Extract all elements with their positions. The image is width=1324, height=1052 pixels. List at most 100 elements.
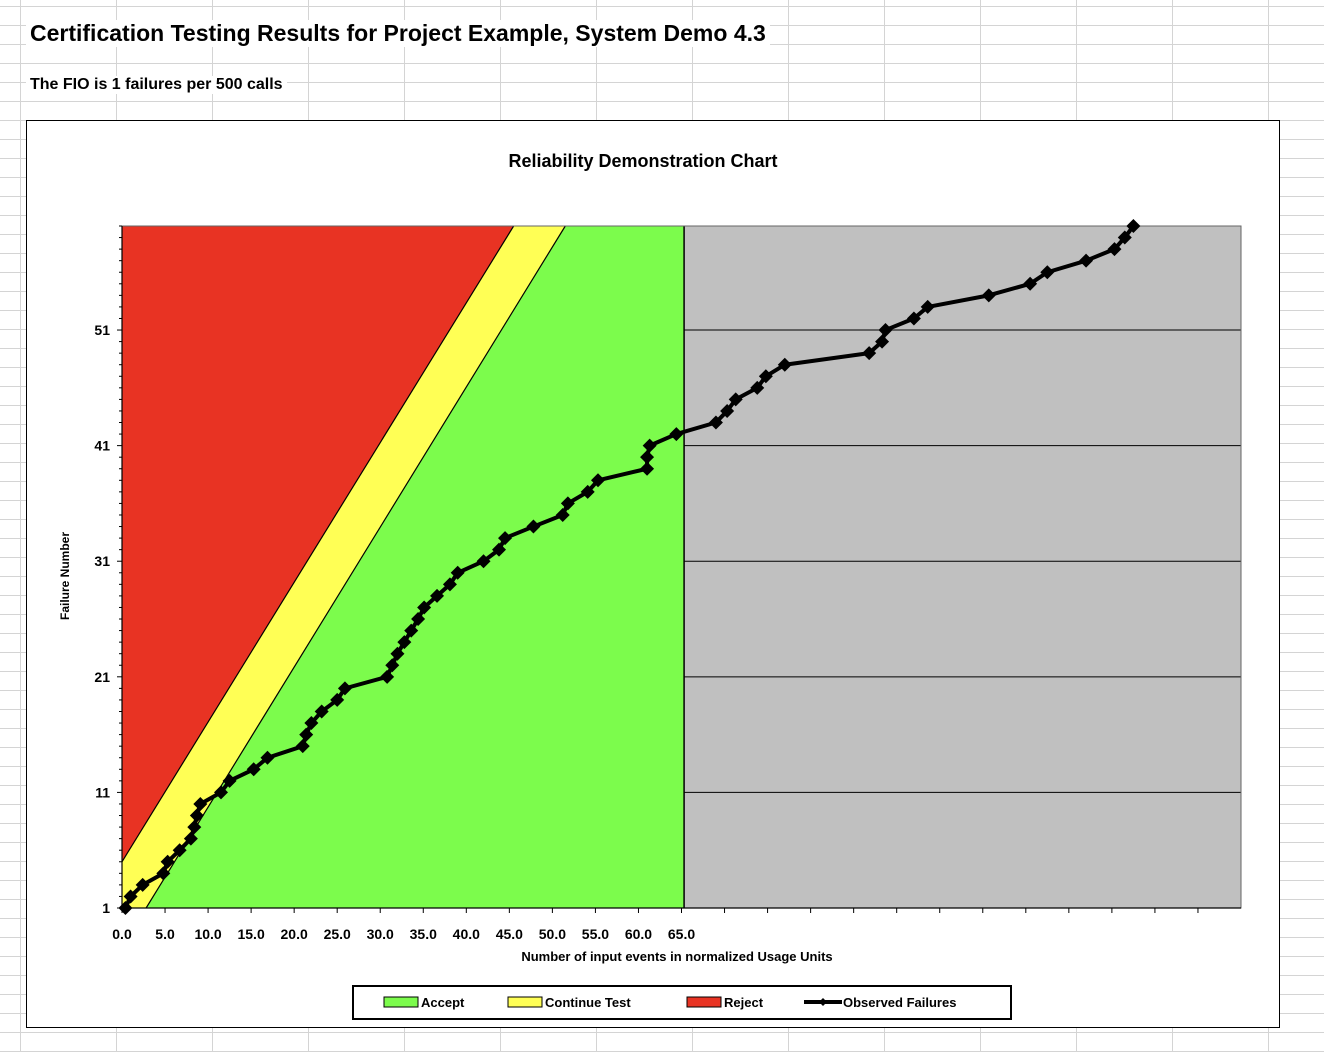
observed-failure-marker	[299, 727, 314, 742]
legend: Accept Continue Test Reject Observed Failur…	[352, 985, 1012, 1020]
observed-failure-marker	[172, 843, 187, 858]
legend-accept-swatch	[383, 996, 419, 1008]
observed-failure-marker	[640, 461, 655, 476]
observed-failure-marker	[160, 854, 175, 869]
x-tick-label: 45.0	[496, 926, 523, 942]
observed-failure-marker	[906, 311, 921, 326]
observed-failure-marker	[728, 392, 743, 407]
observed-failure-marker	[555, 507, 570, 522]
legend-frame	[352, 985, 1012, 1020]
observed-failure-marker	[1079, 253, 1094, 268]
observed-failure-marker	[498, 531, 513, 546]
observed-failure-marker	[246, 762, 261, 777]
continue-region	[122, 226, 566, 908]
observed-failure-marker	[135, 877, 150, 892]
observed-failure-marker	[591, 473, 606, 488]
y-tick-label: 31	[94, 553, 110, 569]
observed-failure-marker	[222, 773, 237, 788]
observed-failure-marker	[750, 380, 765, 395]
y-tick-label: 41	[94, 438, 110, 454]
legend-reject-swatch	[686, 996, 722, 1008]
x-tick-label: 30.0	[367, 926, 394, 942]
observed-failure-marker	[156, 866, 171, 881]
x-tick-label: 40.0	[453, 926, 480, 942]
observed-failure-marker	[380, 669, 395, 684]
observed-failure-marker	[295, 739, 310, 754]
legend-reject-label: Reject	[724, 995, 764, 1010]
chart-area[interactable]: Reliability Demonstration Chart 1 11 21 31 4…	[26, 120, 1280, 1028]
observed-failure-marker	[1023, 276, 1038, 291]
observed-failure-marker	[492, 542, 507, 557]
legend-accept-label: Accept	[421, 995, 465, 1010]
y-tick-label: 1	[102, 900, 110, 916]
observed-failure-marker	[411, 612, 426, 627]
y-axis-label: Failure Number	[58, 532, 72, 620]
observed-failure-marker	[385, 658, 400, 673]
observed-failure-marker	[1107, 242, 1122, 257]
observed-failure-marker	[777, 357, 792, 372]
observed-failure-marker	[920, 299, 935, 314]
observed-failure-marker	[450, 565, 465, 580]
observed-failure-marker	[981, 288, 996, 303]
observed-failure-marker	[526, 519, 541, 534]
observed-failure-marker	[1117, 230, 1132, 245]
observed-failure-marker	[213, 785, 228, 800]
observed-failure-marker	[123, 889, 138, 904]
observed-failure-marker	[183, 831, 198, 846]
x-axis-label: Number of input events in normalized Usa…	[521, 949, 832, 964]
x-tick-label: 60.0	[625, 926, 652, 942]
observed-failure-marker	[862, 346, 877, 361]
legend-continue-test: Continue Test	[507, 995, 631, 1010]
observed-failure-marker	[640, 450, 655, 465]
observed-failure-marker	[390, 646, 405, 661]
observed-failure-marker	[417, 600, 432, 615]
legend-continue-test-swatch	[507, 996, 543, 1008]
observed-failure-marker	[397, 635, 412, 650]
x-tick-label: 5.0	[155, 926, 175, 942]
observed-failure-marker	[260, 750, 275, 765]
y-tick-label: 11	[95, 784, 110, 800]
observed-failure-marker	[189, 808, 204, 823]
fio-text: The FIO is 1 failures per 500 calls	[26, 76, 287, 94]
observed-failure-marker	[193, 796, 208, 811]
x-tick-label: 25.0	[324, 926, 351, 942]
legend-continue-test-label: Continue Test	[545, 995, 631, 1010]
observed-failure-marker	[642, 438, 657, 453]
reject-boundary-line	[121, 225, 515, 863]
legend-observed-failures-label: Observed Failures	[843, 995, 956, 1010]
legend-observed-failures: Observed Failures	[804, 995, 956, 1010]
observed-failure-marker	[669, 427, 684, 442]
chart-title: Reliability Demonstration Chart	[508, 151, 777, 171]
observed-failure-marker	[337, 681, 352, 696]
observed-failure-marker	[187, 820, 202, 835]
observed-failure-marker	[708, 415, 723, 430]
x-tick-label: 10.0	[194, 926, 221, 942]
legend-observed-failures-marker	[819, 998, 827, 1006]
x-tick-label: 15.0	[237, 926, 264, 942]
legend-accept: Accept	[383, 995, 465, 1010]
observed-failure-marker	[430, 588, 445, 603]
reliability-chart: Reliability Demonstration Chart 11121314…	[58, 151, 1242, 1020]
x-tick-label: 55.0	[582, 926, 609, 942]
observed-failure-marker	[404, 623, 419, 638]
legend-reject: Reject	[686, 995, 764, 1010]
observed-failure-marker	[1040, 265, 1055, 280]
y-tick-label: 21	[94, 669, 110, 685]
x-tick-label: 65.0	[668, 926, 695, 942]
observed-failure-marker	[560, 496, 575, 511]
accept-region	[146, 226, 685, 908]
observed-failure-marker	[878, 323, 893, 338]
observed-failure-marker	[442, 577, 457, 592]
observed-failure-marker	[720, 403, 735, 418]
x-tick-label: 20.0	[281, 926, 308, 942]
observed-failure-marker	[330, 692, 345, 707]
observed-failure-marker	[304, 716, 319, 731]
observed-failure-marker	[314, 704, 329, 719]
observed-failure-marker	[758, 369, 773, 384]
observed-failure-marker	[1126, 219, 1141, 233]
x-tick-label: 50.0	[539, 926, 566, 942]
observed-failure-marker	[580, 484, 595, 499]
observed-failure-marker	[118, 901, 133, 915]
observed-failure-marker	[476, 554, 491, 569]
